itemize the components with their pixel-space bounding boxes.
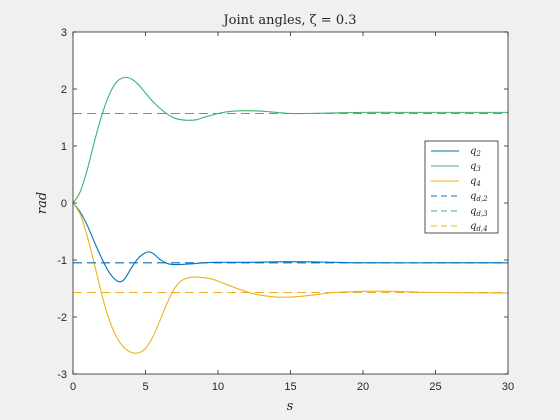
y-tick-label: 3	[61, 27, 67, 39]
legend-label-qd4: qd,4	[470, 221, 488, 233]
legend-label-subscript: 3	[476, 165, 481, 173]
legend-label-main: q	[470, 206, 476, 217]
y-tick-label: 1	[61, 141, 67, 153]
legend-label-main: q	[470, 146, 476, 157]
legend-box	[424, 140, 499, 234]
legend-label-main: q	[470, 176, 476, 187]
chart-title: Joint angles, ζ = 0.3	[221, 13, 356, 28]
legend-label-q4: q4	[470, 176, 481, 188]
x-tick-label: 15	[284, 381, 296, 393]
legend-label-subscript: d,4	[476, 225, 487, 233]
x-axis-ticks: 0 5 10 15 20 25 30	[70, 32, 514, 393]
x-tick-label: 25	[429, 381, 441, 393]
x-tick-label: 0	[70, 381, 76, 393]
y-tick-label: 0	[61, 198, 67, 210]
legend-label-subscript: d,3	[476, 210, 488, 218]
legend-label-qd2: qd,2	[470, 191, 488, 203]
legend-label-subscript: d,2	[476, 195, 488, 203]
y-axis-ticks: -3 -2 -1 0 1 2 3	[57, 27, 508, 381]
legend-label-qd3: qd,3	[470, 206, 488, 218]
y-tick-label: -1	[57, 255, 67, 267]
x-tick-label: 20	[357, 381, 369, 393]
legend-label-subscript: 2	[475, 150, 481, 158]
x-tick-label: 5	[142, 381, 148, 393]
legend-label-subscript: 4	[475, 180, 480, 188]
x-tick-label: 30	[502, 381, 514, 393]
y-axis-label: rad	[35, 192, 50, 214]
series-layer	[72, 76, 509, 354]
series-line-q4	[72, 202, 509, 354]
legend-label-main: q	[470, 191, 476, 202]
x-axis-label: s	[287, 399, 294, 414]
y-tick-label: 2	[61, 84, 67, 96]
y-tick-label: -2	[57, 312, 67, 324]
y-tick-label: -3	[57, 369, 67, 381]
x-tick-label: 10	[212, 381, 224, 393]
legend-label-main: q	[470, 221, 476, 232]
series-line-q2	[72, 202, 508, 283]
legend-label-main: q	[470, 161, 476, 172]
legend-label-q3: q3	[470, 161, 481, 173]
legend-label-q2: q2	[470, 146, 481, 158]
